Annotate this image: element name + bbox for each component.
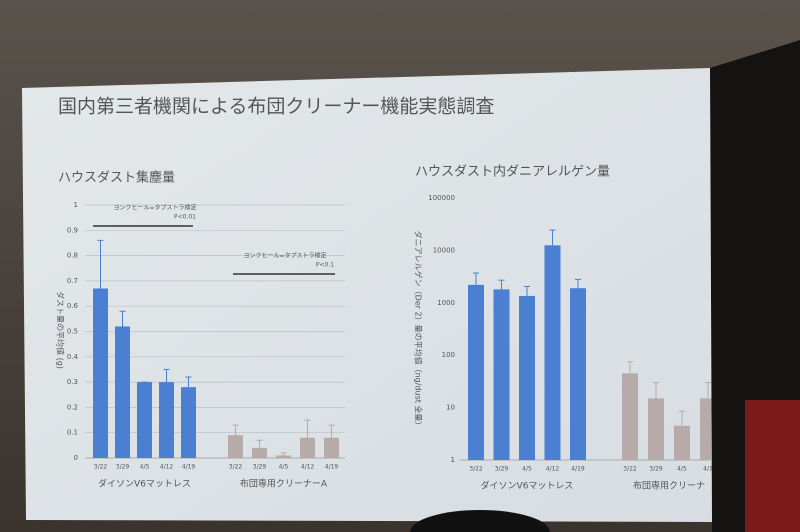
x-tick-label: 3/22	[623, 466, 637, 473]
x-tick-label: 4/19	[182, 464, 196, 471]
bar	[115, 326, 130, 458]
y-axis-label: ダスト量の平均値 (g)	[56, 291, 66, 369]
annotation-p: P<0.01	[174, 214, 196, 221]
bar	[468, 284, 484, 460]
group-label: ダイソンV6マットレス	[481, 480, 574, 492]
annotation-p: P<0.1	[316, 262, 334, 269]
x-tick-label: 3/29	[253, 464, 267, 471]
bar	[181, 387, 196, 458]
y-tick-label: 10	[446, 404, 455, 412]
y-axis-label: ダニアレルゲン（Der 2）量の平均値（ng/dust 全量）	[414, 231, 424, 430]
y-tick-label: 100000	[428, 194, 455, 202]
x-tick-label: 3/22	[94, 464, 108, 471]
x-tick-label: 3/22	[229, 464, 243, 471]
x-tick-label: 4/5	[677, 466, 687, 473]
x-tick-label: 4/5	[522, 466, 532, 473]
bar	[276, 455, 291, 458]
y-tick-label: 0.8	[67, 252, 78, 260]
x-tick-label: 4/19	[571, 466, 585, 473]
y-tick-label: 0.3	[67, 378, 78, 386]
bar	[159, 382, 174, 458]
bar	[137, 382, 152, 458]
x-tick-label: 4/5	[140, 464, 150, 471]
x-tick-label: 3/22	[469, 466, 483, 473]
y-tick-label: 0.1	[67, 429, 78, 437]
bar	[570, 288, 586, 460]
x-tick-label: 4/12	[546, 466, 560, 473]
y-tick-label: 0.6	[67, 302, 79, 310]
bar	[324, 437, 339, 458]
y-tick-label: 0.5	[67, 328, 78, 336]
annotation-label: ヨンクヒール=タプストラ検定	[113, 204, 196, 212]
bar	[544, 245, 561, 460]
bar	[493, 289, 510, 460]
chart-title: ハウスダスト集塵量	[58, 170, 175, 186]
y-tick-label: 0.2	[67, 403, 78, 411]
bar	[252, 447, 267, 458]
annotation-label: ヨンクヒール=タプストラ検定	[243, 252, 326, 260]
bar	[519, 295, 535, 460]
audience-head	[410, 510, 550, 532]
bar	[674, 425, 690, 460]
bar	[300, 437, 315, 458]
x-tick-label: 4/19	[325, 464, 339, 471]
y-tick-label: 0.9	[67, 226, 78, 234]
bar	[700, 398, 712, 460]
x-tick-label: 3/29	[116, 464, 130, 471]
x-tick-label: 4/5	[279, 464, 289, 471]
slide-title: 国内第三者機関による布団クリーナー機能実態調査	[58, 96, 494, 118]
chart-title: ハウスダスト内ダニアレルゲン量	[415, 164, 610, 180]
x-tick-label: 3/29	[649, 466, 663, 473]
bar	[622, 373, 638, 460]
y-tick-label: 1	[74, 201, 78, 209]
vacuum-object	[745, 400, 800, 532]
x-tick-label: 3/29	[495, 466, 509, 473]
bar	[228, 435, 243, 458]
group-label: ダイソンV6マットレス	[98, 478, 191, 490]
y-tick-label: 10000	[433, 246, 455, 254]
bar	[93, 288, 108, 458]
y-tick-label: 1000	[437, 299, 455, 307]
y-tick-label: 100	[442, 351, 455, 359]
bar	[648, 398, 664, 460]
y-tick-label: 0	[74, 454, 78, 462]
y-tick-label: 1	[451, 456, 455, 464]
y-tick-label: 0.4	[67, 353, 79, 361]
x-tick-label: 4/12	[160, 464, 174, 471]
group-label: 布団専用クリーナ	[633, 480, 705, 492]
group-label: 布団専用クリーナーA	[240, 478, 328, 490]
x-tick-label: 4/12	[301, 464, 315, 471]
y-tick-label: 0.7	[67, 277, 78, 285]
x-tick-label: 4/1	[703, 466, 713, 473]
